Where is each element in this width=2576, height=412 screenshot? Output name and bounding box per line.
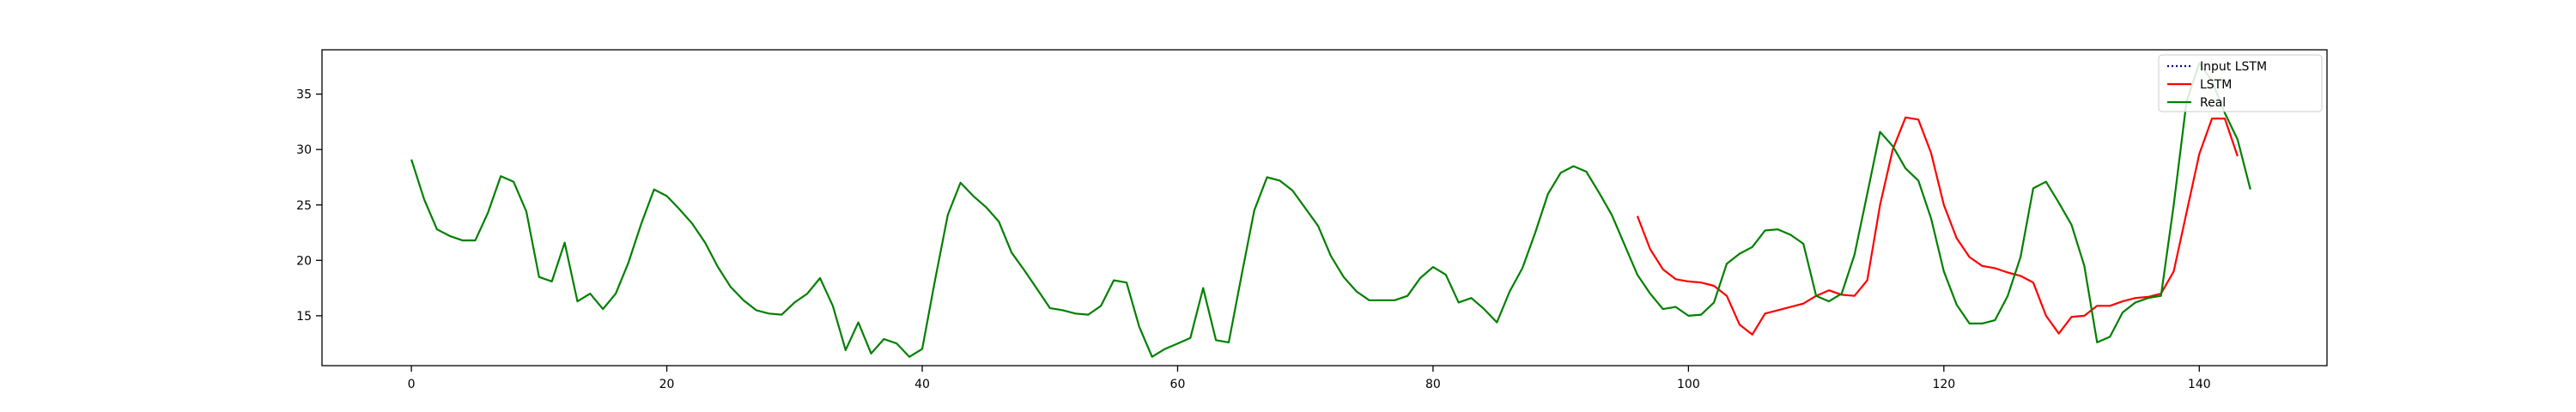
legend-box — [2158, 54, 2323, 112]
y-axis-ticks: 15 20 25 30 35 — [296, 88, 322, 324]
x-tick-label: 80 — [1425, 378, 1441, 391]
x-tick-label: 0 — [408, 378, 416, 391]
x-tick-label: 100 — [1677, 378, 1700, 391]
x-axis-ticks: 0 20 40 60 80 100 120 140 — [408, 366, 2211, 391]
x-tick-label: 60 — [1170, 378, 1186, 391]
series-line-lstm — [1636, 116, 2239, 336]
y-tick-label: 15 — [296, 310, 312, 324]
y-tick-label: 25 — [296, 199, 312, 213]
plot-lines — [410, 62, 2251, 358]
x-tick-label: 40 — [914, 378, 930, 391]
axes-frame — [321, 49, 2328, 367]
y-tick-label: 35 — [296, 88, 312, 102]
legend-label: LSTM — [2200, 78, 2232, 92]
series-line-real — [410, 62, 2251, 358]
y-tick-label: 20 — [296, 254, 312, 268]
legend-label: Real — [2200, 96, 2226, 110]
legend-label: Input LSTM — [2200, 60, 2267, 74]
x-tick-label: 120 — [1932, 378, 1955, 391]
y-tick-label: 30 — [296, 143, 312, 157]
x-tick-label: 140 — [2188, 378, 2211, 391]
legend: Input LSTM LSTM Real — [2158, 54, 2323, 112]
x-tick-label: 20 — [659, 378, 675, 391]
